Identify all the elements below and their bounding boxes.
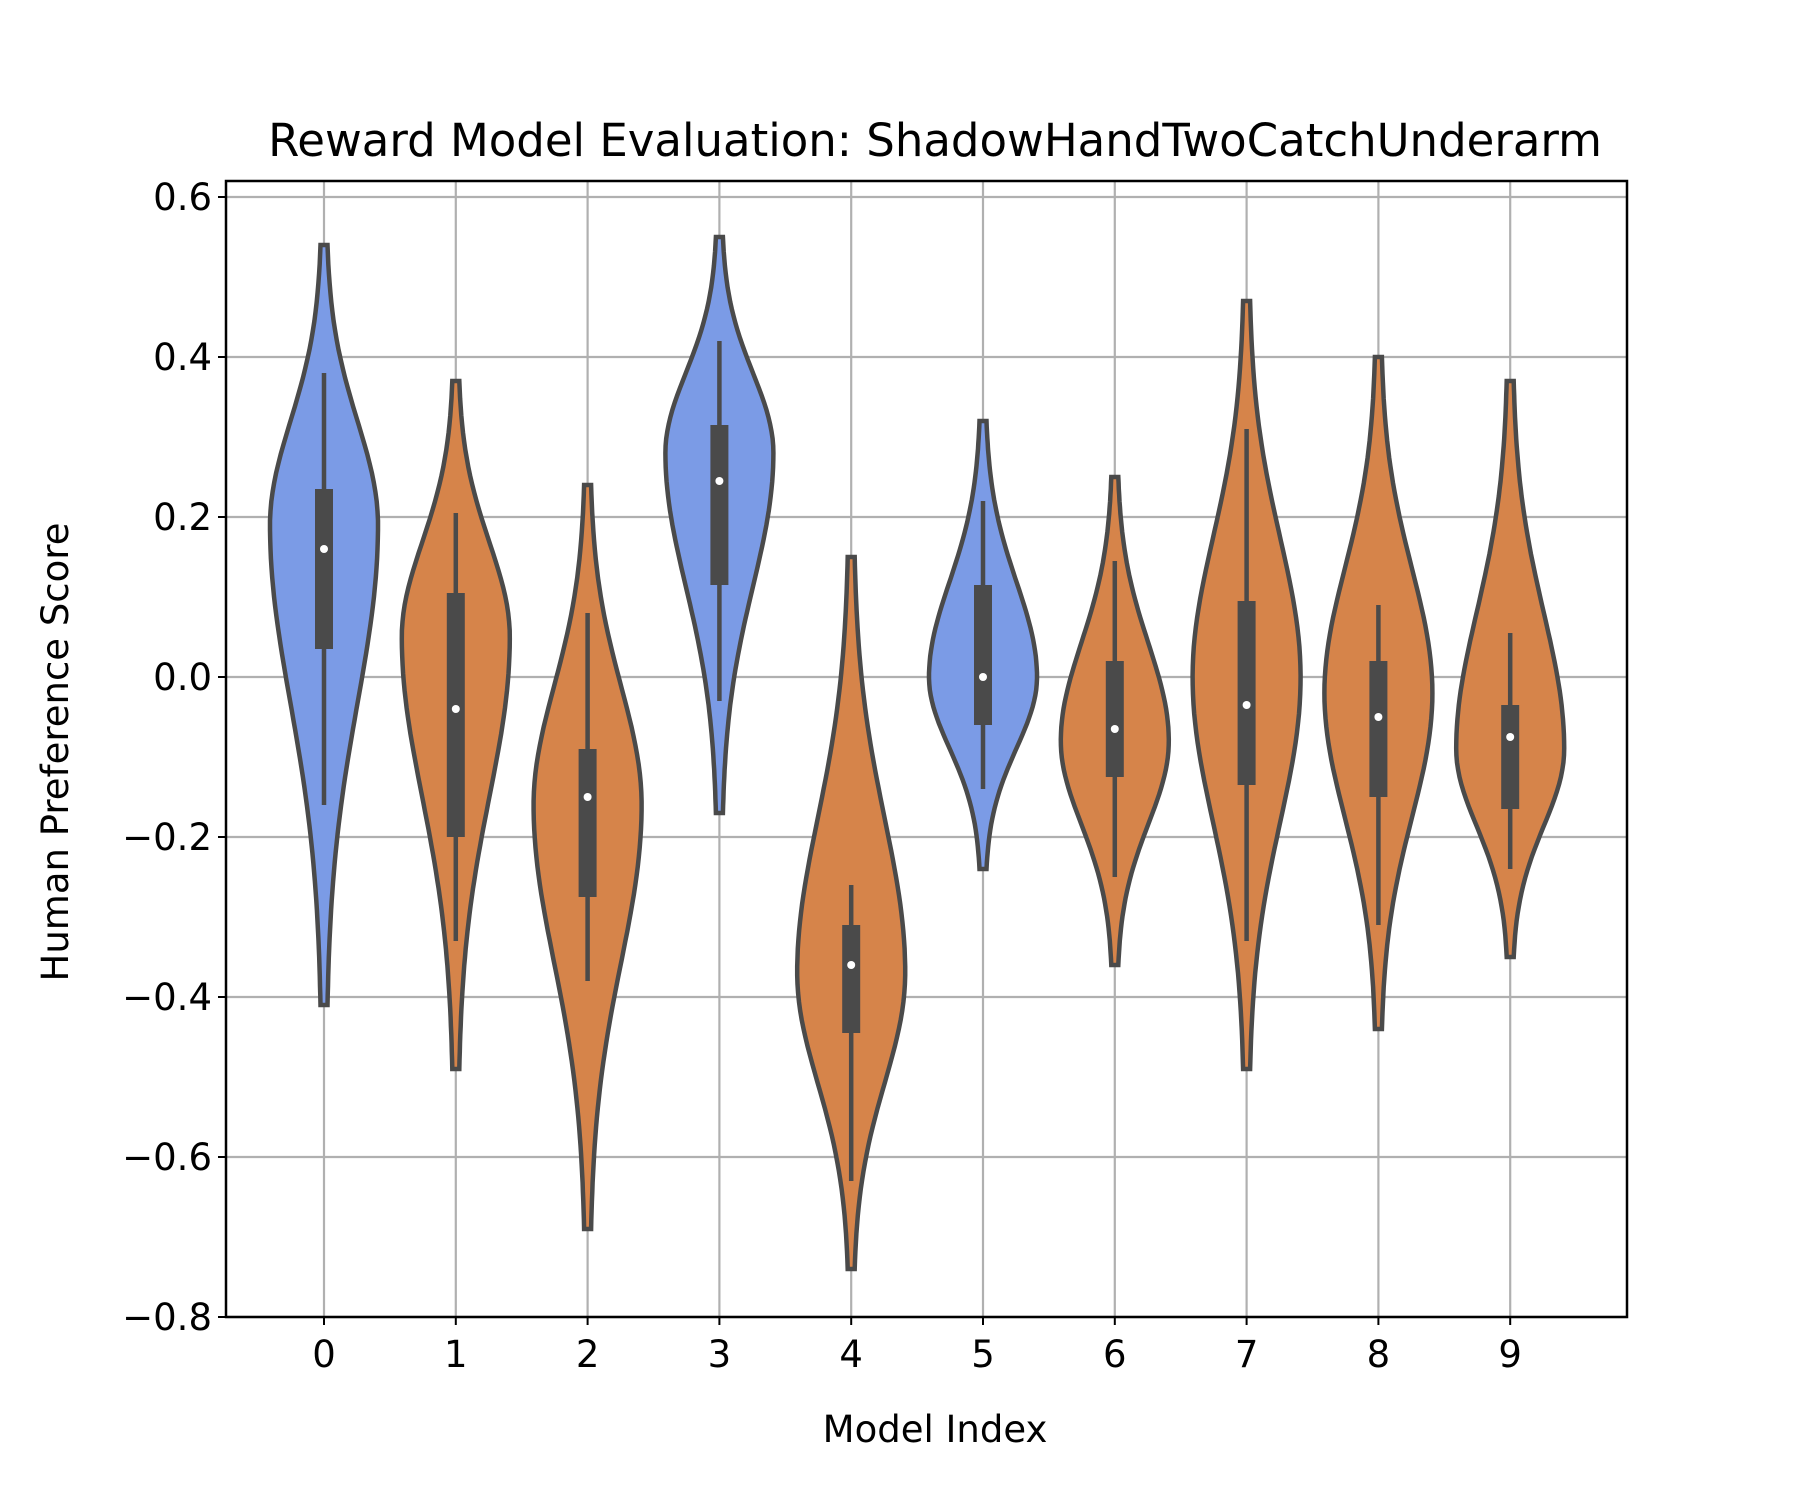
violin-iqr-box xyxy=(710,425,729,585)
x-tick-label: 8 xyxy=(1367,1333,1391,1376)
y-axis-label: Human Preference Score xyxy=(34,523,77,982)
violin-iqr-box xyxy=(1237,601,1256,785)
y-tick-label: −0.6 xyxy=(122,1136,212,1179)
violin-iqr-box xyxy=(974,585,992,725)
x-tick-label: 2 xyxy=(576,1333,600,1376)
x-tick-label: 5 xyxy=(971,1333,995,1376)
plot-frame xyxy=(224,179,1629,1319)
violin-median xyxy=(1242,701,1251,709)
y-tick-label: 0.6 xyxy=(153,176,212,219)
violin-iqr-box xyxy=(842,925,861,1033)
violin-median xyxy=(320,545,328,553)
violin-median xyxy=(1506,733,1515,741)
x-tick-label: 3 xyxy=(708,1333,732,1376)
violin-median xyxy=(451,705,460,713)
x-tick-label: 4 xyxy=(839,1333,863,1376)
x-tick-label: 9 xyxy=(1498,1333,1522,1376)
x-tick-label: 7 xyxy=(1235,1333,1259,1376)
violin-iqr-box xyxy=(578,749,597,897)
y-tick-label: −0.8 xyxy=(122,1296,212,1339)
x-axis-label: Model Index xyxy=(823,1408,1048,1451)
violin-median xyxy=(583,793,592,801)
x-tick-label: 0 xyxy=(312,1333,336,1376)
x-tick-label: 1 xyxy=(444,1333,468,1376)
y-tick-label: −0.4 xyxy=(122,976,212,1019)
violins xyxy=(267,234,1567,1272)
violin-iqr-box xyxy=(315,489,333,649)
y-tick-label: 0.0 xyxy=(153,656,212,699)
chart-title: Reward Model Evaluation: ShadowHandTwoCa… xyxy=(268,114,1602,167)
violin-median xyxy=(1110,725,1119,733)
axis-ticks: 0.6 0.4 0.2 0.0 −0.2 −0.4 −0.6 −0.8 0 1 2 3 4 5 6 7 8 9 xyxy=(122,176,1522,1376)
violin-median xyxy=(979,673,987,681)
violin-iqr-box xyxy=(1369,661,1388,797)
violin-iqr-box xyxy=(446,593,465,837)
y-tick-label: 0.4 xyxy=(153,336,212,379)
violin-median xyxy=(715,477,724,485)
violin-median xyxy=(847,961,856,969)
violin-median xyxy=(1374,713,1383,721)
y-tick-label: 0.2 xyxy=(153,496,212,539)
violin-iqr-box xyxy=(1501,705,1520,809)
x-tick-label: 6 xyxy=(1103,1333,1127,1376)
violin-iqr-box xyxy=(1105,661,1124,777)
y-tick-label: −0.2 xyxy=(122,816,212,859)
